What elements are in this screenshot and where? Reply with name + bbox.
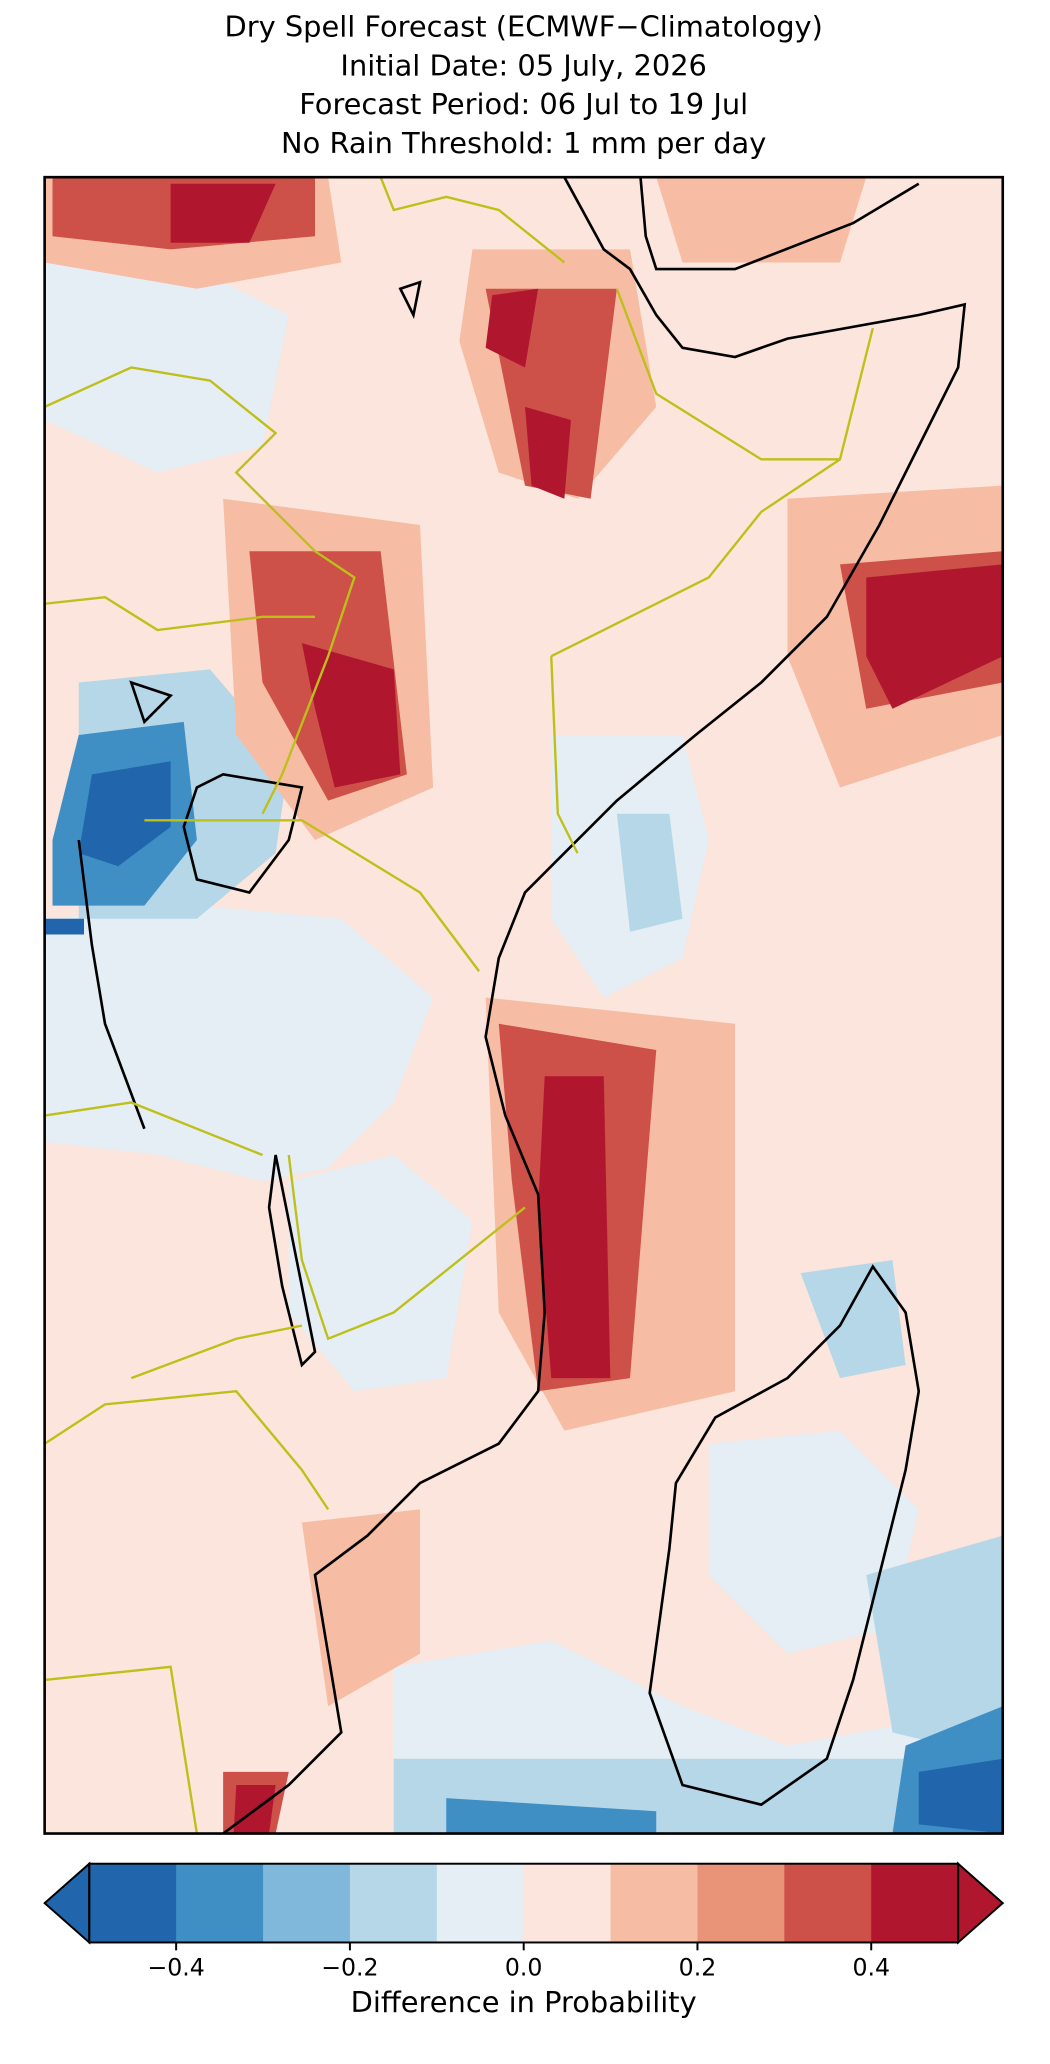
colorbar-tick-label: 0.0 bbox=[505, 1953, 543, 1981]
colorbar-extend-min bbox=[43, 1861, 91, 1945]
arabian-coast bbox=[639, 177, 920, 271]
country-borders bbox=[43, 176, 874, 1834]
map-panel bbox=[43, 175, 1005, 1835]
colorbar-bin bbox=[871, 1863, 959, 1943]
colorbar-bin bbox=[263, 1863, 351, 1943]
colorbar-tick-label: 0.2 bbox=[679, 1953, 717, 1981]
colorbar-label: Difference in Probability bbox=[351, 1985, 697, 2019]
madagascar bbox=[648, 1264, 921, 1807]
colorbar-tick-label: 0.4 bbox=[852, 1953, 890, 1981]
title-line: Initial Date: 05 July, 2026 bbox=[340, 48, 706, 82]
strong-negative-areas bbox=[44, 761, 1003, 1834]
colorbar-extend-max bbox=[957, 1861, 1005, 1945]
colorbar-bin bbox=[349, 1863, 438, 1943]
title-line: Forecast Period: 06 Jul to 19 Jul bbox=[299, 87, 748, 121]
title-block: Dry Spell Forecast (ECMWF−Climatology) In… bbox=[224, 10, 822, 160]
colorbar-tick-label: −0.2 bbox=[321, 1953, 378, 1981]
colorbar-bin bbox=[784, 1863, 872, 1943]
colorbar-bin bbox=[176, 1863, 264, 1943]
strong-positive-areas bbox=[170, 183, 1003, 1834]
colorbar-bin bbox=[436, 1863, 525, 1943]
colorbar-bin bbox=[523, 1863, 612, 1943]
colorbar-bin bbox=[610, 1863, 699, 1943]
title-line: No Rain Threshold: 1 mm per day bbox=[281, 126, 766, 160]
colorbar: −0.4 −0.2 0.0 0.2 0.4 Difference in Probabili… bbox=[43, 1861, 1005, 2019]
coastline bbox=[222, 176, 967, 1835]
title-line: Dry Spell Forecast (ECMWF−Climatology) bbox=[224, 10, 822, 44]
colorbar-bin bbox=[697, 1863, 786, 1943]
lakes bbox=[77, 280, 422, 1368]
map-frame bbox=[43, 175, 1005, 1835]
colorbar-bin bbox=[89, 1863, 177, 1943]
colorbar-tick-label: −0.4 bbox=[147, 1953, 204, 1981]
